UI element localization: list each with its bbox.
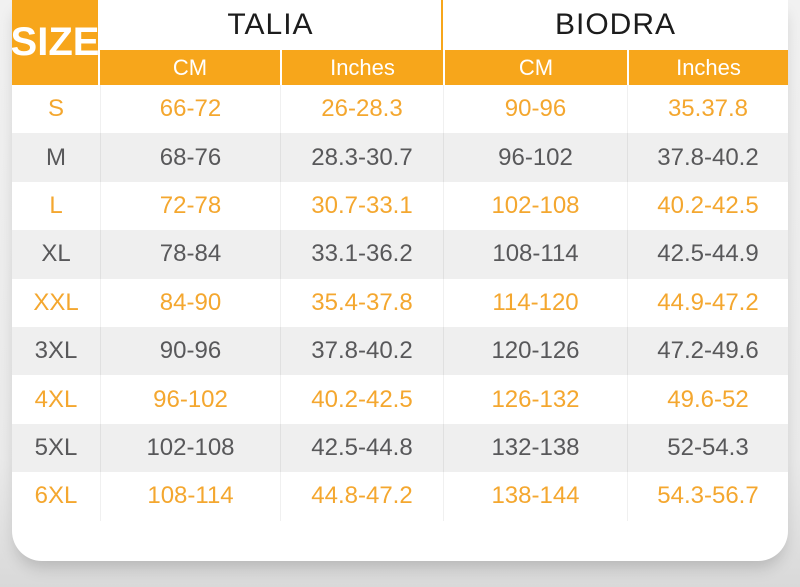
biodra-inches-cell: 49.6-52 xyxy=(627,375,788,424)
talia-inches-cell: 26-28.3 xyxy=(280,85,443,134)
biodra-inches-cell: 47.2-49.6 xyxy=(627,326,788,376)
biodra-inches-cell: 44.9-47.2 xyxy=(627,278,788,327)
talia-cm-cell: 72-78 xyxy=(100,181,280,231)
biodra-cm-cell: 90-96 xyxy=(443,85,627,134)
biodra-inches-cell: 37.8-40.2 xyxy=(627,133,788,182)
biodra-inches-cell: 54.3-56.7 xyxy=(627,472,788,521)
size-cell: XXL xyxy=(33,288,79,316)
table-header: SIZE TALIA BIODRA CM Inches CM Inches xyxy=(12,0,788,85)
size-cell: M xyxy=(46,143,66,171)
talia-inches-cell: 35.4-37.8 xyxy=(280,278,443,327)
talia-inches-cell: 30.7-33.1 xyxy=(280,181,443,231)
biodra-cm-cell: 96-102 xyxy=(443,133,627,182)
table-body: S 66-72 26-28.3 90-96 35.37.8 M 68-76 28… xyxy=(12,85,788,521)
talia-inches-cell: 40.2-42.5 xyxy=(280,375,443,424)
talia-inches-cell: 44.8-47.2 xyxy=(280,472,443,521)
biodra-cm-cell: 120-126 xyxy=(443,326,627,376)
biodra-cm-cell: 132-138 xyxy=(443,423,627,473)
biodra-cm-cell: 126-132 xyxy=(443,375,627,424)
talia-cm-header: CM xyxy=(100,50,280,85)
size-column-header: SIZE xyxy=(12,0,100,85)
size-cell: XL xyxy=(41,240,71,268)
table-row-5xl: 5XL 102-108 42.5-44.8 132-138 52-54.3 xyxy=(12,423,788,473)
talia-cm-cell: 66-72 xyxy=(100,85,280,134)
biodra-inches-cell: 42.5-44.9 xyxy=(627,230,788,279)
talia-cm-cell: 68-76 xyxy=(100,133,280,182)
table-row-4xl: 4XL 96-102 40.2-42.5 126-132 49.6-52 xyxy=(12,375,788,424)
biodra-cm-cell: 114-120 xyxy=(443,278,627,327)
biodra-cm-header: CM xyxy=(443,50,627,85)
talia-inches-cell: 42.5-44.8 xyxy=(280,423,443,473)
talia-inches-header: Inches xyxy=(280,50,443,85)
talia-cm-cell: 90-96 xyxy=(100,326,280,376)
table-row-s: S 66-72 26-28.3 90-96 35.37.8 xyxy=(12,85,788,134)
size-cell: 3XL xyxy=(34,337,78,365)
size-cell: S xyxy=(47,95,64,123)
biodra-inches-cell: 40.2-42.5 xyxy=(627,181,788,231)
table-row-xl: XL 78-84 33.1-36.2 108-114 42.5-44.9 xyxy=(12,230,788,279)
biodra-inches-cell: 52-54.3 xyxy=(627,423,788,473)
talia-inches-cell: 28.3-30.7 xyxy=(280,133,443,182)
table-row-l: L 72-78 30.7-33.1 102-108 40.2-42.5 xyxy=(12,181,788,231)
table-row-m: M 68-76 28.3-30.7 96-102 37.8-40.2 xyxy=(12,133,788,182)
biodra-inches-cell: 35.37.8 xyxy=(627,85,788,134)
talia-cm-cell: 102-108 xyxy=(100,423,280,473)
talia-cm-cell: 84-90 xyxy=(100,278,280,327)
table-row-6xl: 6XL 108-114 44.8-47.2 138-144 54.3-56.7 xyxy=(12,472,788,521)
biodra-group-header: BIODRA xyxy=(443,0,788,50)
size-cell: L xyxy=(49,191,63,219)
talia-inches-cell: 37.8-40.2 xyxy=(280,326,443,376)
biodra-inches-header: Inches xyxy=(627,50,788,85)
talia-cm-cell: 78-84 xyxy=(100,230,280,279)
size-cell: 5XL xyxy=(34,433,78,461)
talia-group-header: TALIA xyxy=(100,0,443,50)
talia-cm-cell: 96-102 xyxy=(100,375,280,424)
biodra-cm-cell: 108-114 xyxy=(443,230,627,279)
talia-inches-cell: 33.1-36.2 xyxy=(280,230,443,279)
table-row-xxl: XXL 84-90 35.4-37.8 114-120 44.9-47.2 xyxy=(12,278,788,327)
talia-cm-cell: 108-114 xyxy=(100,472,280,521)
table-row-3xl: 3XL 90-96 37.8-40.2 120-126 47.2-49.6 xyxy=(12,326,788,376)
size-cell: 6XL xyxy=(34,482,78,510)
size-cell: 4XL xyxy=(34,385,78,413)
biodra-cm-cell: 102-108 xyxy=(443,181,627,231)
biodra-cm-cell: 138-144 xyxy=(443,472,627,521)
size-chart-card: SIZE TALIA BIODRA CM Inches CM Inches S … xyxy=(12,0,788,561)
